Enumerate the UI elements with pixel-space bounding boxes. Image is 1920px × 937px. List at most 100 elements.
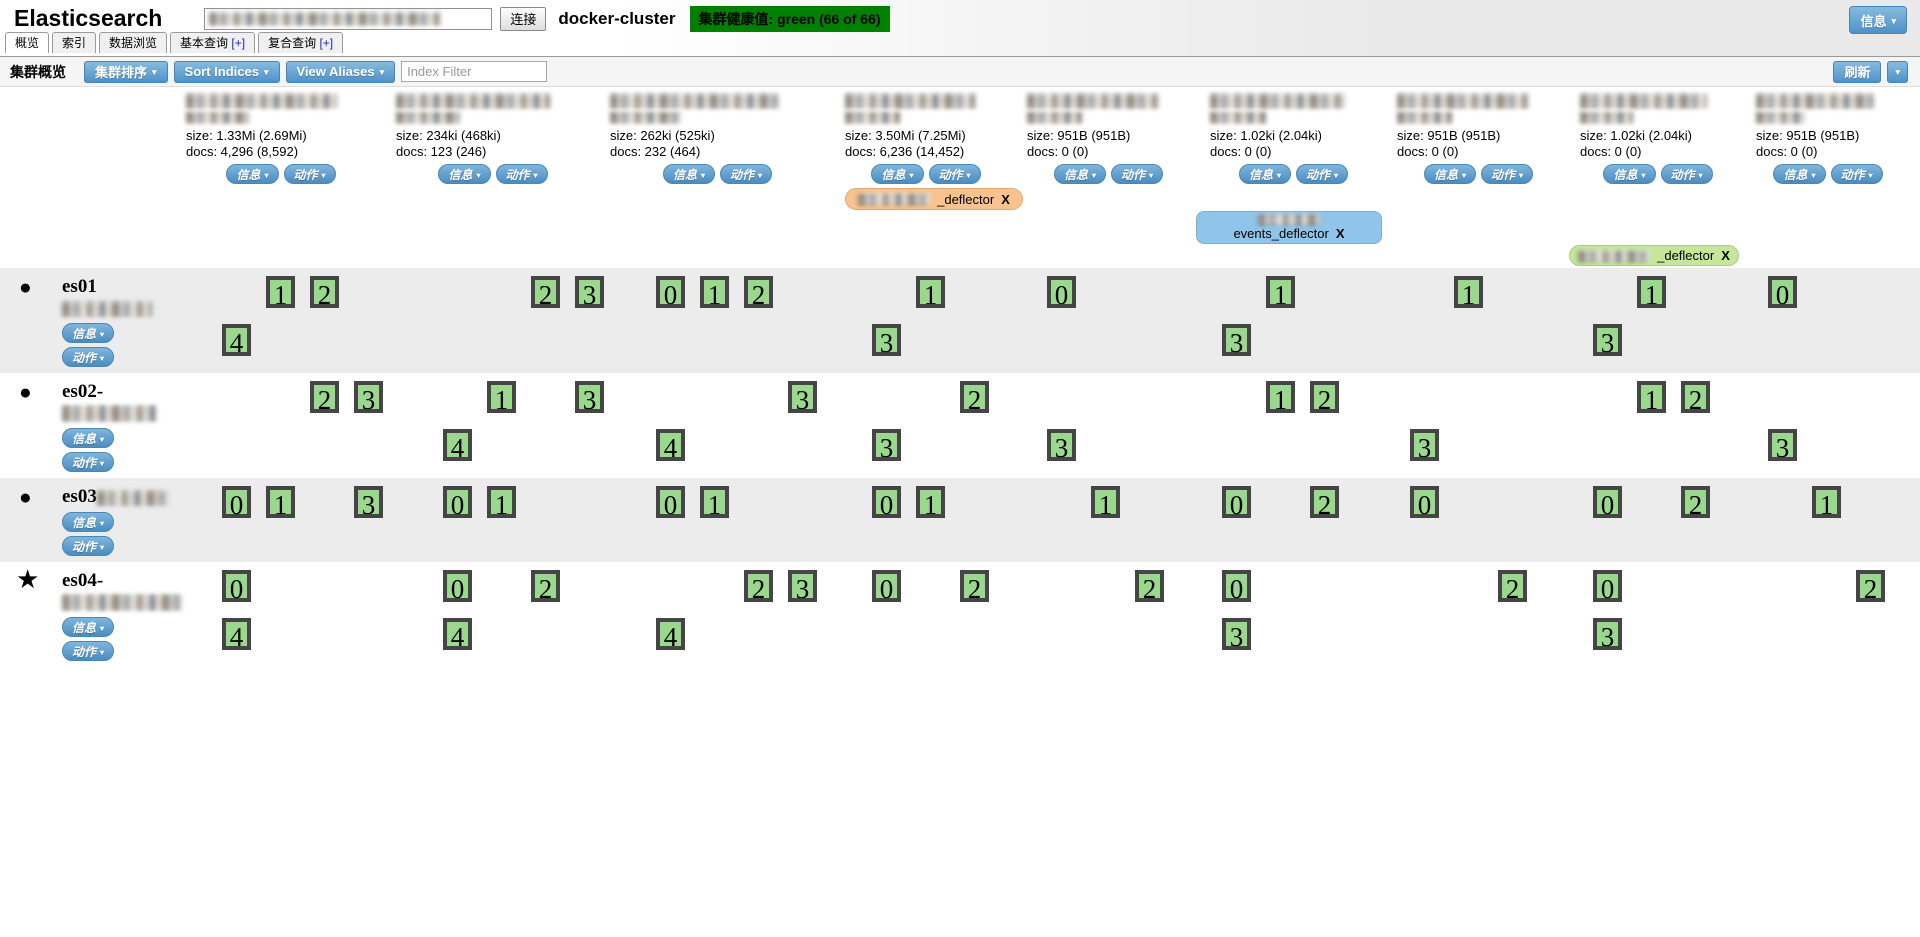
shard-box[interactable]: 1 [487, 486, 516, 520]
node-actions-button[interactable]: 动作 ▾ [62, 536, 115, 556]
index-info-button[interactable]: 信息 ▾ [1603, 164, 1656, 184]
alias-remove-button[interactable]: X [1335, 226, 1345, 241]
shard-box[interactable]: 0 [1593, 570, 1622, 604]
shard-box[interactable]: 1 [700, 486, 729, 520]
server-url-input[interactable] [204, 7, 493, 30]
shard-box[interactable]: 3 [354, 381, 383, 415]
shard-box[interactable]: 1 [1812, 486, 1841, 520]
refresh-button[interactable]: 刷新 [1833, 60, 1882, 83]
index-actions-button[interactable]: 动作 ▾ [283, 164, 336, 184]
shard-box[interactable]: 3 [575, 276, 604, 310]
index-info-button[interactable]: 信息 ▾ [662, 164, 715, 184]
shard-box[interactable]: 3 [872, 324, 901, 358]
index-info-button[interactable]: 信息 ▾ [226, 164, 279, 184]
shard-box[interactable]: 2 [310, 276, 339, 310]
node-info-button[interactable]: 信息 ▾ [62, 617, 115, 637]
shard-box[interactable]: 0 [222, 486, 251, 520]
alias-remove-button[interactable]: X [1721, 248, 1730, 263]
node-actions-button[interactable]: 动作 ▾ [62, 452, 115, 472]
shard-box[interactable]: 0 [222, 570, 251, 604]
index-info-button[interactable]: 信息 ▾ [438, 164, 491, 184]
shard-box[interactable]: 1 [916, 276, 945, 310]
index-actions-button[interactable]: 动作 ▾ [928, 164, 981, 184]
shard-box[interactable]: 2 [960, 381, 989, 415]
shard-box[interactable]: 2 [531, 570, 560, 604]
sort-indices-button[interactable]: Sort Indices ▾ [173, 60, 280, 83]
index-actions-button[interactable]: 动作 ▾ [1111, 164, 1164, 184]
shard-box[interactable]: 1 [487, 381, 516, 415]
shard-box[interactable]: 1 [1454, 276, 1483, 310]
node-info-button[interactable]: 信息 ▾ [62, 428, 115, 448]
shard-box[interactable]: 3 [1593, 618, 1622, 652]
node-actions-button[interactable]: 动作 ▾ [62, 347, 115, 367]
index-filter-input[interactable] [401, 61, 548, 82]
shard-box[interactable]: 3 [788, 570, 817, 604]
shard-box[interactable]: 0 [656, 486, 685, 520]
shard-box[interactable]: 1 [1091, 486, 1120, 520]
index-info-button[interactable]: 信息 ▾ [1773, 164, 1826, 184]
shard-box[interactable]: 4 [222, 324, 251, 358]
shard-box[interactable]: 1 [1266, 276, 1295, 310]
shard-box[interactable]: 0 [872, 486, 901, 520]
shard-box[interactable]: 2 [960, 570, 989, 604]
refresh-dropdown-button[interactable]: ▾ [1887, 60, 1908, 83]
shard-box[interactable]: 0 [1593, 486, 1622, 520]
shard-box[interactable]: 2 [744, 570, 773, 604]
shard-box[interactable]: 0 [1222, 570, 1251, 604]
shard-box[interactable]: 0 [1047, 276, 1076, 310]
shard-box[interactable]: 1 [1637, 276, 1666, 310]
shard-box[interactable]: 2 [310, 381, 339, 415]
shard-box[interactable]: 2 [1681, 381, 1710, 415]
index-info-button[interactable]: 信息 ▾ [1053, 164, 1106, 184]
shard-box[interactable]: 3 [575, 381, 604, 415]
shard-box[interactable]: 3 [1222, 324, 1251, 358]
index-info-button[interactable]: 信息 ▾ [1238, 164, 1291, 184]
shard-box[interactable]: 2 [1681, 486, 1710, 520]
shard-box[interactable]: 0 [443, 570, 472, 604]
shard-box[interactable]: 4 [443, 618, 472, 652]
shard-box[interactable]: 2 [744, 276, 773, 310]
index-actions-button[interactable]: 动作 ▾ [720, 164, 773, 184]
shard-box[interactable]: 2 [1310, 486, 1339, 520]
shard-box[interactable]: 3 [1593, 324, 1622, 358]
shard-box[interactable]: 4 [656, 618, 685, 652]
shard-box[interactable]: 0 [656, 276, 685, 310]
alias-remove-button[interactable]: X [1001, 191, 1010, 207]
connect-button[interactable]: 连接 [500, 6, 547, 31]
shard-box[interactable]: 1 [1266, 381, 1295, 415]
index-actions-button[interactable]: 动作 ▾ [1481, 164, 1534, 184]
shard-box[interactable]: 0 [1768, 276, 1797, 310]
tab-compound-query[interactable]: 复合查询 [+] [258, 32, 344, 53]
index-actions-button[interactable]: 动作 ▾ [1296, 164, 1349, 184]
index-info-button[interactable]: 信息 ▾ [871, 164, 924, 184]
shard-box[interactable]: 3 [788, 381, 817, 415]
shard-box[interactable]: 3 [872, 429, 901, 463]
tab-overview[interactable]: 概览 [5, 32, 50, 53]
node-info-button[interactable]: 信息 ▾ [62, 512, 115, 532]
shard-box[interactable]: 1 [266, 276, 295, 310]
shard-box[interactable]: 0 [1410, 486, 1439, 520]
shard-box[interactable]: 1 [916, 486, 945, 520]
shard-box[interactable]: 0 [872, 570, 901, 604]
index-actions-button[interactable]: 动作 ▾ [1830, 164, 1883, 184]
index-info-button[interactable]: 信息 ▾ [1423, 164, 1476, 184]
shard-box[interactable]: 0 [443, 486, 472, 520]
shard-box[interactable]: 2 [1498, 570, 1527, 604]
shard-box[interactable]: 2 [1310, 381, 1339, 415]
node-info-button[interactable]: 信息 ▾ [62, 323, 115, 343]
view-aliases-button[interactable]: View Aliases ▾ [285, 60, 396, 83]
shard-box[interactable]: 0 [1222, 486, 1251, 520]
shard-box[interactable]: 4 [656, 429, 685, 463]
shard-box[interactable]: 1 [1637, 381, 1666, 415]
shard-box[interactable]: 3 [1768, 429, 1797, 463]
shard-box[interactable]: 2 [531, 276, 560, 310]
shard-box[interactable]: 4 [443, 429, 472, 463]
tab-basic-query[interactable]: 基本查询 [+] [170, 32, 256, 53]
node-actions-button[interactable]: 动作 ▾ [62, 641, 115, 661]
tab-data-browse[interactable]: 数据浏览 [99, 32, 168, 53]
shard-box[interactable]: 3 [354, 486, 383, 520]
shard-box[interactable]: 2 [1856, 570, 1885, 604]
shard-box[interactable]: 3 [1410, 429, 1439, 463]
shard-box[interactable]: 4 [222, 618, 251, 652]
cluster-sort-button[interactable]: 集群排序 ▾ [84, 60, 168, 83]
